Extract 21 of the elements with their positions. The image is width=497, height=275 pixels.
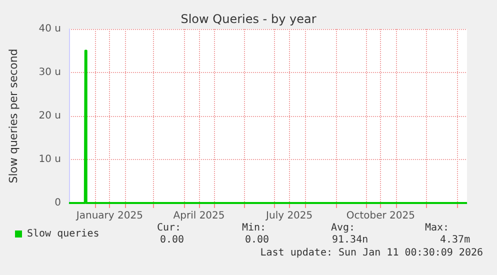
chart-title: Slow Queries - by year xyxy=(180,12,316,26)
text: Max: xyxy=(425,222,450,234)
text: 91.34n xyxy=(332,234,368,246)
y-tick-label: 30 u xyxy=(38,67,61,78)
text: 0.00 xyxy=(245,234,270,246)
y-axis-title: Slow queries per second xyxy=(7,48,20,184)
text: Last update: Sun Jan 11 00:30:09 2026 xyxy=(260,248,484,258)
y-tick-label: 20 u xyxy=(38,110,61,122)
y-tick-label: 0 xyxy=(54,198,61,208)
text: 4.37m xyxy=(440,234,470,246)
text: Avg: xyxy=(331,222,356,234)
text: 0.00 xyxy=(160,234,184,246)
x-tick-label: October 2025 xyxy=(346,210,415,222)
legend-label: Slow queries xyxy=(27,228,100,240)
text: Cur: xyxy=(157,222,182,234)
text: Min: xyxy=(242,222,266,234)
y-tick-label: 10 u xyxy=(38,154,61,165)
x-tick-label: January 2025 xyxy=(75,210,143,222)
y-tick-label: 40 u xyxy=(38,24,61,34)
x-tick-label: April 2025 xyxy=(173,210,225,222)
x-tick-label: July 2025 xyxy=(265,210,313,222)
